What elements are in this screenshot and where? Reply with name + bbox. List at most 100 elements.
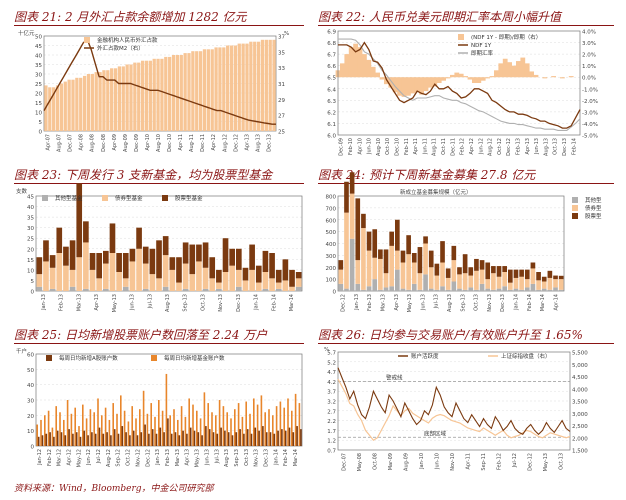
fund-count-bar-2 <box>209 257 216 279</box>
fund-count-bar-2 <box>269 253 275 279</box>
x-tick-label: Jun-13 <box>130 294 136 311</box>
fund-raise-bar-1 <box>513 277 519 289</box>
x-tick-label: Apr-11 <box>413 138 419 155</box>
x-tick-label: Mar-14 <box>540 294 546 311</box>
fund-count-bar-2 <box>136 227 142 249</box>
y-right-tick-label: 4,000 <box>572 387 588 393</box>
fund-account-bar <box>246 429 249 446</box>
fund-raise-bar-1 <box>400 262 406 289</box>
fx-reserve-bar <box>206 49 210 131</box>
fund-count-bar-2 <box>275 269 282 283</box>
fund-raise-bar-1 <box>344 212 349 289</box>
fund-count-bar-2 <box>196 244 202 262</box>
y-tick-label: 0 <box>31 445 35 451</box>
stock-account-bar <box>63 419 65 446</box>
fund-account-bar <box>269 432 272 446</box>
fund-account-bar <box>110 435 112 446</box>
y-left-tick-label: 20 <box>35 92 42 98</box>
stock-account-bar <box>120 395 122 446</box>
y-left-tick-label: 2.7 <box>327 409 336 415</box>
ndf-premium-area <box>476 77 482 83</box>
y-left-tick-label: 6.1 <box>327 122 336 128</box>
fund-count-bar-0 <box>236 286 242 291</box>
fx-reserve-bar <box>79 77 83 131</box>
fund-account-bar <box>60 432 63 446</box>
fund-raise-bar-0 <box>406 289 411 291</box>
fx-reserve-bar <box>264 39 268 131</box>
fund-raise-bar-0 <box>423 274 428 291</box>
fund-raise-bar-1 <box>372 257 378 280</box>
y-left-tick-label: 6.0 <box>327 134 336 140</box>
ndf-premium-area <box>419 77 424 95</box>
ndf-premium-area <box>397 77 402 96</box>
ndf-premium-area <box>362 54 367 78</box>
stock-account-bar <box>199 418 202 446</box>
stock-account-bar <box>161 410 164 446</box>
y-left-tick-label: 5 <box>39 120 43 126</box>
legend-swatch <box>102 195 108 201</box>
x-tick-label: Mar-14 <box>289 294 295 311</box>
fund-count-bar-1 <box>129 261 136 291</box>
title-rule-21 <box>14 25 304 26</box>
stock-account-bar <box>279 401 282 446</box>
x-tick-label: Feb-14 <box>271 294 277 311</box>
fund-count-bar-0 <box>202 288 209 291</box>
x-tick-label: Oct-08 <box>373 453 379 470</box>
fund-raise-bar-2 <box>451 245 457 261</box>
spot-rate-line <box>338 38 581 131</box>
ndf-premium-area <box>511 65 517 78</box>
ndf-premium-area <box>498 63 504 78</box>
fund-count-bar-0 <box>36 286 43 291</box>
stock-account-bar <box>40 419 42 446</box>
x-tick-label: Dec-07 <box>342 453 348 471</box>
fund-count-bar-1 <box>122 278 129 287</box>
x-tick-label: Aug-10 <box>376 138 382 156</box>
y-tick-label: 700 <box>326 206 337 212</box>
fund-raise-bar-0 <box>558 289 564 291</box>
fx-reserve-bar <box>245 43 249 131</box>
stock-account-bar <box>294 393 297 446</box>
x-tick-label: Oct-12 <box>497 138 503 155</box>
ndf-premium-area <box>450 74 455 78</box>
x-tick-label: Jan-14 <box>273 449 279 466</box>
fund-account-bar <box>144 424 146 446</box>
fx-reserve-bar <box>226 45 230 131</box>
y-tick-label: 100 <box>326 278 337 284</box>
y-left-tick-label: 0 <box>39 130 43 136</box>
fund-count-bar-1 <box>89 269 96 291</box>
x-tick-label: Aug-10 <box>156 134 162 152</box>
fund-account-bar <box>167 418 169 446</box>
x-tick-label: Dec-09 <box>134 134 140 152</box>
fund-account-bar <box>75 432 78 446</box>
x-tick-label: Dec-13 <box>562 138 568 156</box>
fund-raise-bar-0 <box>366 286 372 291</box>
x-tick-label: Dec-13 <box>500 294 506 312</box>
fund-raise-bar-1 <box>496 276 502 289</box>
fund-count-bar-1 <box>236 269 242 287</box>
fund-count-bar-2 <box>122 253 129 279</box>
stock-account-bar <box>127 421 130 446</box>
ndf-premium-area <box>445 77 451 79</box>
stock-account-bar <box>188 398 190 446</box>
ndf-premium-area <box>494 70 499 78</box>
ndf-premium-area <box>379 77 385 80</box>
fund-account-bar <box>231 435 234 446</box>
fund-account-bar <box>163 432 165 446</box>
fund-raise-bar-1 <box>474 270 479 290</box>
fund-count-bar-1 <box>116 272 122 291</box>
fund-raise-bar-0 <box>530 283 536 291</box>
stock-account-bar <box>291 410 293 446</box>
fund-raise-bar-0 <box>468 287 474 291</box>
fx-reserve-bar <box>272 39 276 131</box>
x-tick-label: Apr-13 <box>244 134 250 151</box>
fund-count-bar-1 <box>43 261 49 291</box>
ndf-premium-area <box>489 76 495 78</box>
fund-account-bar <box>254 427 257 446</box>
fund-raise-bar-2 <box>519 269 524 277</box>
fund-account-bar <box>79 436 82 446</box>
legend-swatch <box>46 355 52 361</box>
legend-label: 股票型基金 <box>175 194 203 202</box>
fund-raise-bar-1 <box>361 228 366 290</box>
ndf-premium-area <box>507 62 512 78</box>
